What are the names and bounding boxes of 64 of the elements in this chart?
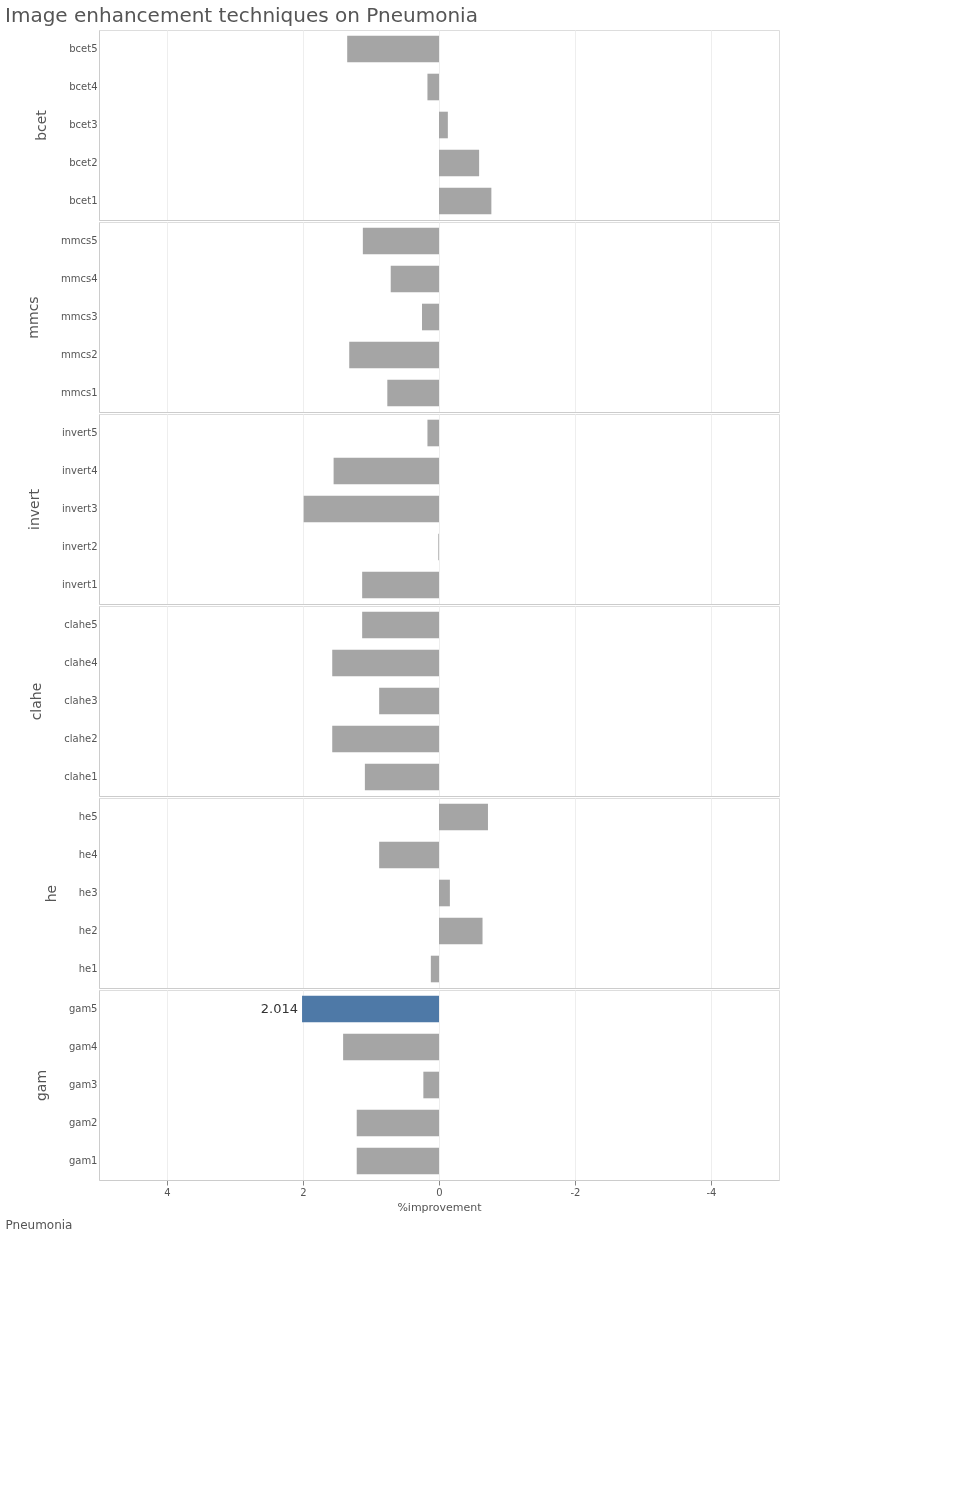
bar <box>362 611 439 639</box>
x-axis-title: %improvement <box>397 1200 483 1214</box>
y-tick-label: clahe4 <box>64 657 98 668</box>
y-tick-label: invert3 <box>61 503 98 514</box>
x-tick-label: 0 <box>436 1186 443 1198</box>
bar <box>362 571 439 599</box>
bar <box>387 379 439 407</box>
y-axis-title: bcet <box>33 109 50 141</box>
y-tick-label: gam4 <box>68 1041 98 1052</box>
x-tick-label: -2 <box>570 1186 581 1198</box>
y-axis-title: he <box>42 884 59 903</box>
y-tick-label: clahe2 <box>64 733 98 744</box>
y-tick-label: clahe1 <box>64 771 98 782</box>
x-tick-label: -4 <box>706 1186 717 1198</box>
chart-title: Image enhancement techniques on Pneumonia <box>5 2 478 27</box>
y-tick-label: mmcs4 <box>60 273 98 284</box>
y-tick-label: he3 <box>78 887 98 898</box>
bar <box>349 341 439 369</box>
y-tick-label: bcet4 <box>69 81 98 92</box>
bar <box>423 1071 439 1099</box>
bar <box>427 419 439 447</box>
bar <box>303 495 439 523</box>
bar <box>332 725 439 753</box>
y-tick-label: mmcs3 <box>60 311 98 322</box>
bar <box>390 265 439 293</box>
bar <box>356 1147 439 1175</box>
y-tick-label: gam1 <box>68 1155 98 1166</box>
y-axis-title: invert <box>25 488 42 530</box>
y-axis-title: gam <box>32 1069 49 1102</box>
y-tick-label: he4 <box>78 849 98 860</box>
y-tick-label: gam3 <box>68 1079 98 1090</box>
y-tick-label: bcet3 <box>69 119 98 130</box>
bar <box>333 457 439 485</box>
y-tick-label: he2 <box>78 925 98 936</box>
y-tick-label: invert2 <box>61 541 98 552</box>
y-tick-label: bcet2 <box>69 157 98 168</box>
bar <box>362 227 439 255</box>
bar <box>302 995 439 1023</box>
y-tick-label: invert5 <box>61 427 98 438</box>
y-tick-label: mmcs1 <box>60 387 98 398</box>
y-tick-label: he1 <box>78 963 98 974</box>
y-axis-title: clahe <box>28 682 45 721</box>
bar <box>343 1033 439 1061</box>
y-tick-label: clahe5 <box>64 619 98 630</box>
bar <box>356 1109 439 1137</box>
y-tick-label: invert4 <box>61 465 98 476</box>
y-axis-title: mmcs <box>24 296 41 339</box>
x-tick-label: 2 <box>300 1186 307 1198</box>
y-tick-label: bcet5 <box>69 43 98 54</box>
y-tick-label: clahe3 <box>64 695 98 706</box>
y-tick-label: gam5 <box>68 1003 98 1014</box>
bar <box>379 687 439 715</box>
y-tick-label: bcet1 <box>69 195 98 206</box>
y-tick-label: he5 <box>78 811 98 822</box>
x-tick-label: 4 <box>164 1186 171 1198</box>
bar <box>422 303 439 331</box>
bar <box>332 649 439 677</box>
y-tick-label: mmcs5 <box>60 235 98 246</box>
data-label: 2.014 <box>260 1001 299 1016</box>
bar <box>364 763 439 791</box>
text: Pneumonia <box>5 1218 73 1232</box>
y-tick-label: gam2 <box>68 1117 98 1128</box>
y-tick-label: mmcs2 <box>60 349 98 360</box>
y-tick-label: invert1 <box>61 579 98 590</box>
